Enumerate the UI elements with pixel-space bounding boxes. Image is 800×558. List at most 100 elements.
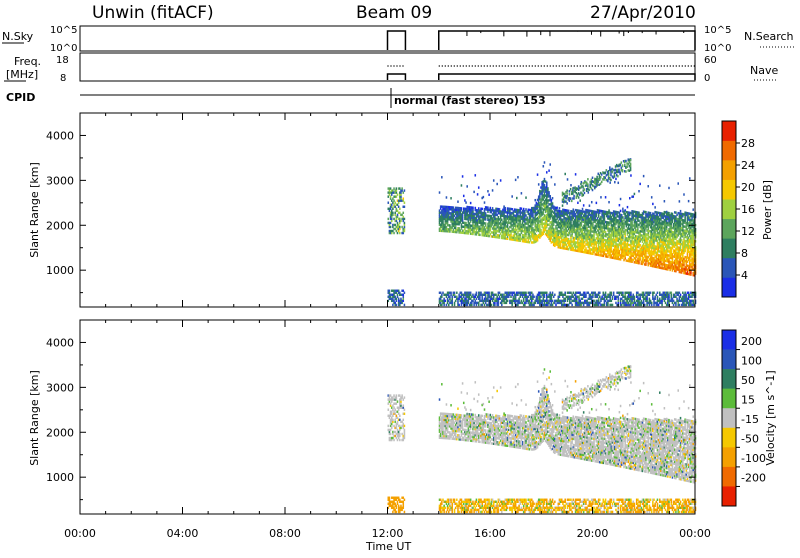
power-echo-cell (584, 218, 586, 222)
power-echo-cell (618, 233, 621, 237)
power-echo-cell (675, 227, 677, 231)
power-echo-cell (544, 194, 547, 197)
power-echo-cell (652, 260, 654, 264)
power-echo-cell (603, 293, 606, 296)
power-echo-cell (560, 234, 563, 238)
power-echo-cell (616, 233, 618, 236)
power-echo-cell (609, 247, 611, 251)
power-echo-cell (617, 253, 620, 257)
power-echo-cell (519, 227, 522, 230)
power-echo-cell (679, 224, 682, 227)
power-echo-cell (562, 240, 564, 244)
power-echo-cell (649, 244, 652, 247)
power-echo-cell (504, 223, 507, 226)
power-echo-cell (524, 226, 526, 229)
power-echo-cell (629, 293, 631, 296)
power-echo-cell (567, 211, 570, 215)
power-echo-cell (691, 219, 693, 222)
power-echo-cell (662, 214, 665, 218)
power-echo-cell (558, 215, 561, 219)
power-echo-cell (513, 216, 516, 219)
power-echo-cell (691, 225, 693, 228)
power-echo-cell (527, 234, 530, 238)
power-echo-cell (655, 233, 658, 236)
power-echo-cell (637, 299, 639, 303)
power-echo-cell (494, 223, 496, 227)
power-echo-cell (593, 299, 595, 303)
power-echo-cell (450, 212, 452, 215)
power-echo-cell (615, 226, 617, 230)
freq-label: Freq. (14, 55, 41, 68)
power-echo-cell (652, 212, 654, 215)
power-echo-cell (632, 252, 635, 256)
power-echo-cell (563, 301, 565, 305)
power-echo-cell (687, 230, 690, 233)
power-echo-cell (614, 216, 616, 219)
power-echo-cell (499, 293, 502, 296)
power-echo-cell (571, 293, 573, 296)
power-echo-cell (488, 230, 490, 234)
power-echo-cell (513, 224, 516, 227)
power-echo-cell (669, 236, 671, 239)
power-echo-cell (547, 303, 549, 307)
power-echo-cell (545, 221, 548, 225)
power-echo-cell (488, 299, 490, 303)
power-echo-cell (610, 254, 613, 257)
power-echo-cell (533, 206, 535, 210)
power-echo-cell (656, 253, 659, 257)
power-echo-cell (468, 216, 471, 219)
power-echo-cell (658, 254, 661, 257)
power-echo-cell (578, 303, 580, 307)
power-echo-cell (595, 210, 598, 214)
power-echo-cell (605, 221, 608, 224)
power-echo-cell (557, 299, 560, 303)
power-echo-cell (529, 214, 532, 218)
power-echo-cell (585, 293, 587, 296)
power-echo-cell (562, 293, 564, 296)
power-echo-cell (655, 247, 658, 250)
power-echo-cell (619, 237, 622, 241)
power-echo-cell (513, 301, 516, 305)
power-echo-cell (630, 246, 632, 249)
power-echo-cell (679, 216, 682, 219)
power-echo-cell (460, 301, 463, 305)
beam-title: Beam 09 (356, 3, 432, 23)
power-echo-cell (512, 299, 515, 303)
power-echo-cell (486, 291, 488, 294)
power-echo-cell (620, 230, 623, 233)
power-echo-cell (558, 207, 561, 210)
power-echo-cell (474, 206, 477, 210)
power-echo-cell (630, 240, 632, 243)
power-echo-cell (623, 222, 625, 225)
power-echo-cell (608, 233, 610, 237)
power-echo-cell (669, 226, 671, 229)
power-echo-cell (626, 237, 629, 240)
power-echo-cell (672, 216, 675, 220)
power-echo-cell (605, 301, 608, 305)
power-echo-cell (669, 264, 671, 268)
power-echo-cell (484, 216, 487, 219)
power-echo-cell (653, 238, 655, 242)
power-echo-cell (624, 291, 626, 294)
power-echo-cell (610, 225, 613, 229)
power-echo-cell (531, 206, 533, 210)
power-echo-cell (685, 268, 688, 271)
power-echo-cell (496, 221, 498, 225)
power-echo-cell (529, 223, 532, 226)
power-echo-cell (549, 297, 552, 301)
power-echo-cell (513, 295, 516, 299)
power-echo-cell (466, 215, 468, 219)
power-echo-cell (592, 250, 594, 254)
power-echo-cell (597, 253, 600, 257)
power-echo-cell (560, 212, 563, 215)
power-echo-cell (487, 230, 489, 234)
power-echo-cell (578, 291, 580, 294)
power-echo-cell (468, 293, 471, 296)
power-echo-cell (653, 224, 655, 228)
power-echo-cell (642, 222, 645, 225)
power-echo-cell (652, 202, 654, 206)
power-echo-cell (570, 244, 572, 247)
power-echo-cell (477, 186, 480, 189)
cpid-label: CPID (6, 91, 35, 104)
power-echo-cell (663, 200, 666, 203)
